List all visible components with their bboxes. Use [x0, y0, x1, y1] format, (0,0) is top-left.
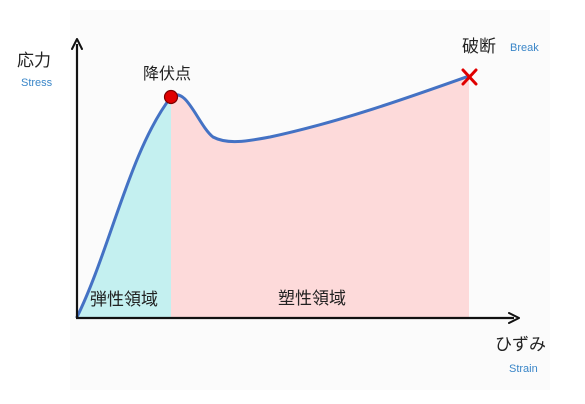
plastic-region-fill: [171, 76, 469, 317]
break-label-jp: 破断: [462, 37, 496, 57]
yield-point-marker: [163, 89, 179, 105]
stress-strain-curve: [75, 74, 471, 319]
plastic-region-label: 塑性領域: [278, 289, 346, 309]
elastic-region-label: 弾性領域: [90, 290, 158, 310]
y-axis-label-en: Stress: [21, 77, 53, 89]
x-axis-label-jp: ひずみ: [495, 335, 546, 355]
x-axis-label-en: Strain: [509, 363, 538, 375]
yield-point-label: 降伏点: [143, 64, 191, 83]
break-x-icon: [461, 68, 478, 86]
y-axis-label-jp: 応力: [17, 51, 51, 71]
break-label-en: Break: [510, 42, 539, 54]
